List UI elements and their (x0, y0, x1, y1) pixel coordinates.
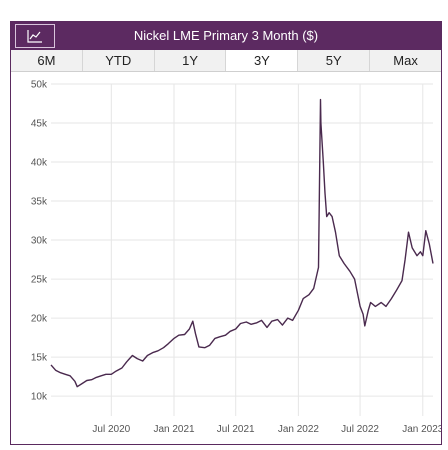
tab-max[interactable]: Max (370, 50, 441, 71)
tab-ytd[interactable]: YTD (82, 50, 155, 71)
series-line (50, 98, 434, 388)
y-tick-label: 35k (31, 197, 48, 208)
x-tick-label: Jan 2021 (153, 424, 195, 435)
chart-title: Nickel LME Primary 3 Month ($) (133, 28, 319, 43)
y-tick-label: 15k (31, 353, 48, 364)
y-tick-label: 25k (31, 275, 48, 286)
range-tabs: 6M YTD 1Y 3Y 5Y Max (11, 50, 441, 72)
x-tick-label: Jul 2020 (92, 424, 130, 435)
x-tick-label: Jul 2022 (341, 424, 379, 435)
tab-3y[interactable]: 3Y (226, 50, 299, 71)
y-tick-label: 50k (31, 80, 48, 91)
x-tick-label: Jul 2021 (217, 424, 255, 435)
y-tick-label: 10k (31, 392, 48, 403)
tab-1y[interactable]: 1Y (154, 50, 227, 71)
y-tick-label: 30k (31, 236, 48, 247)
y-tick-label: 45k (31, 119, 48, 130)
y-tick-label: 40k (31, 158, 48, 169)
chart-widget: Nickel LME Primary 3 Month ($) 6M YTD 1Y… (10, 21, 442, 445)
price-chart: 10k 15k 20k 25k 30k 35k 40k 45k 50k Jul 2020 Jan 2… (31, 80, 441, 436)
tab-5y[interactable]: 5Y (298, 50, 371, 71)
x-tick-label: Jan 2023 (402, 424, 441, 435)
chart-header: Nickel LME Primary 3 Month ($) (11, 22, 441, 50)
line-chart-icon (27, 30, 42, 43)
y-tick-label: 20k (31, 314, 48, 325)
tab-6m[interactable]: 6M (11, 50, 83, 71)
chart-type-button[interactable] (15, 24, 55, 48)
x-tick-label: Jan 2022 (278, 424, 320, 435)
